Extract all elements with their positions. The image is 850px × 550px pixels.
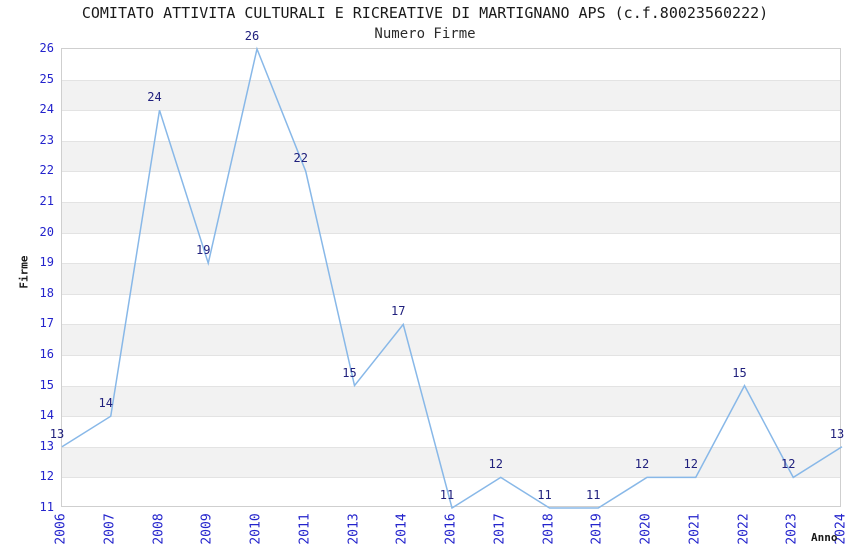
data-point-label: 12 xyxy=(488,457,503,472)
horizontal-gridline xyxy=(62,140,840,142)
x-tick-label: 2016 xyxy=(443,513,459,545)
x-tick-label: 2020 xyxy=(638,513,654,545)
chart-subtitle: Numero Firme xyxy=(374,26,476,42)
horizontal-gridline xyxy=(62,171,840,173)
data-point-label: 14 xyxy=(98,396,113,411)
y-tick-label: 15 xyxy=(39,377,54,392)
y-tick-label: 24 xyxy=(39,102,54,117)
y-tick-label: 12 xyxy=(39,469,54,484)
y-tick-label: 16 xyxy=(39,347,54,361)
x-tick-label: 2018 xyxy=(541,513,556,545)
y-tick-label: 11 xyxy=(39,500,54,514)
horizontal-gridline xyxy=(62,477,840,479)
data-point-label: 15 xyxy=(342,365,357,380)
y-tick-label: 18 xyxy=(39,285,54,300)
plot-shaded-band xyxy=(62,79,840,111)
horizontal-gridline xyxy=(62,202,840,203)
x-tick-label: 2019 xyxy=(589,513,605,545)
data-point-label: 13 xyxy=(49,426,65,441)
horizontal-gridline xyxy=(62,293,840,295)
series-line xyxy=(61,46,843,510)
y-tick-label: 20 xyxy=(39,224,54,239)
data-point-label: 11 xyxy=(537,488,552,502)
x-tick-label: 2006 xyxy=(53,513,69,545)
x-tick-label: 2021 xyxy=(687,513,703,545)
x-tick-label: 2017 xyxy=(492,513,508,545)
plot-shaded-band xyxy=(62,446,840,478)
data-point-label: 12 xyxy=(634,457,650,472)
data-point-label: 19 xyxy=(196,243,211,258)
data-point-label: 24 xyxy=(147,90,162,105)
x-tick-label: 2007 xyxy=(102,513,118,545)
data-point-label: 22 xyxy=(293,151,308,166)
line-series-svg xyxy=(61,46,843,510)
chart-title: COMITATO ATTIVITA CULTURALI E RICREATIVE… xyxy=(81,4,769,22)
plot-shaded-band xyxy=(62,140,840,172)
plot-shaded-band xyxy=(62,263,840,294)
x-tick-label: 2009 xyxy=(199,513,215,545)
plot-shaded-band xyxy=(62,385,840,417)
horizontal-gridline xyxy=(62,110,840,112)
horizontal-gridline xyxy=(62,79,840,81)
y-tick-label: 13 xyxy=(39,438,54,453)
y-tick-label: 17 xyxy=(39,316,54,331)
y-tick-label: 22 xyxy=(39,163,54,178)
x-axis-title: Anno xyxy=(811,531,838,544)
x-tick-label: 2022 xyxy=(736,513,751,545)
plot-shaded-band xyxy=(62,202,840,233)
data-point-label: 12 xyxy=(781,457,796,472)
y-axis-title: Firme xyxy=(17,255,31,289)
x-tick-label: 2010 xyxy=(248,513,264,545)
horizontal-gridline xyxy=(62,232,840,234)
y-tick-label: 14 xyxy=(39,408,54,423)
y-tick-label: 21 xyxy=(39,194,54,208)
y-tick-label: 26 xyxy=(39,41,54,55)
x-tick-label: 2023 xyxy=(784,513,800,545)
data-point-label: 11 xyxy=(586,488,601,502)
x-tick-label: 2014 xyxy=(394,513,410,545)
data-point-label: 26 xyxy=(244,29,260,43)
x-tick-label: 2011 xyxy=(297,513,313,545)
horizontal-gridline xyxy=(62,324,840,326)
horizontal-gridline xyxy=(62,446,840,448)
horizontal-gridline xyxy=(62,385,840,387)
plot-area xyxy=(61,46,843,510)
y-tick-label: 23 xyxy=(39,132,54,147)
data-point-label: 11 xyxy=(439,488,455,502)
y-tick-label: 19 xyxy=(39,255,54,270)
y-tick-label: 25 xyxy=(39,71,54,86)
horizontal-gridline xyxy=(62,263,840,265)
horizontal-gridline xyxy=(62,416,840,418)
data-point-label: 12 xyxy=(683,457,698,472)
x-tick-label: 2013 xyxy=(346,513,361,545)
data-point-label: 17 xyxy=(391,304,406,319)
data-point-label: 13 xyxy=(829,426,845,441)
data-point-label: 15 xyxy=(732,365,747,380)
plot-shaded-band xyxy=(62,324,840,355)
x-tick-label: 2008 xyxy=(151,513,166,545)
horizontal-gridline xyxy=(62,355,840,356)
